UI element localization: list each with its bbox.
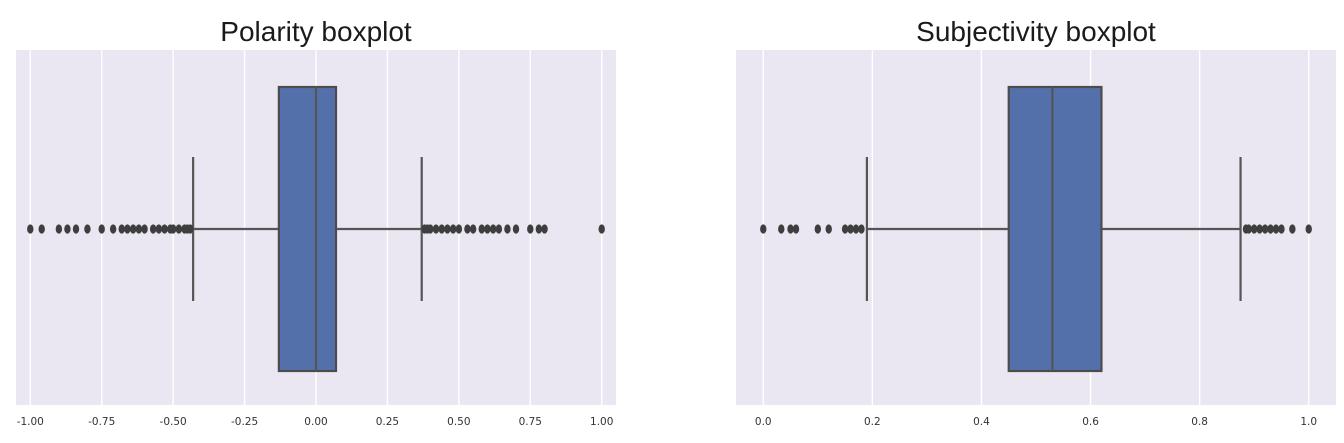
polarity-outlier-point <box>124 224 131 234</box>
polarity-outlier-point <box>98 224 105 234</box>
polarity-outlier-point <box>598 224 605 234</box>
subjectivity-outlier-point <box>814 224 822 234</box>
polarity-outlier-point <box>478 224 485 234</box>
subjectivity-outlier-point <box>1245 224 1252 234</box>
polarity-outlier-point <box>432 224 440 234</box>
polarity-outlier-point <box>64 224 71 234</box>
polarity-outlier-point <box>149 224 157 234</box>
subjectivity-tick-label: 0.4 <box>973 416 990 428</box>
polarity-outlier-point <box>161 224 168 234</box>
subjectivity-outlier-point <box>847 224 854 234</box>
polarity-outlier-point <box>118 224 125 234</box>
polarity-outlier-point <box>541 224 548 234</box>
polarity-title: Polarity boxplot <box>220 16 412 47</box>
subjectivity-outlier-point <box>787 224 794 234</box>
subjectivity-outlier-point <box>841 224 849 234</box>
polarity-outlier-point <box>141 224 148 234</box>
subjectivity-outlier-point <box>858 224 865 234</box>
subjectivity-tick-label: 0.2 <box>864 416 881 428</box>
subjectivity-outlier-point <box>1261 224 1269 234</box>
polarity-boxplot-panel: Polarity boxplot -1.00 -0.75 -0.50 -0.25 0.0… <box>16 16 616 428</box>
polarity-outlier-point <box>155 224 163 234</box>
polarity-tick-label: -0.50 <box>160 416 187 428</box>
polarity-outlier-point <box>535 224 543 234</box>
polarity-tick-label: -0.25 <box>231 416 258 428</box>
subjectivity-outlier-point <box>760 224 767 234</box>
subjectivity-boxplot-panel: Subjectivity boxplot 0.0 0.2 0.4 0.6 0.8 1.0 <box>736 16 1336 428</box>
polarity-outlier-point <box>72 224 80 234</box>
polarity-outlier-point <box>38 224 45 234</box>
polarity-outlier-point <box>438 224 445 234</box>
polarity-tick-label: 0.50 <box>447 416 470 428</box>
subjectivity-iqr-box <box>1007 85 1103 373</box>
polarity-outlier-point <box>504 224 511 234</box>
polarity-outlier-point <box>109 224 117 234</box>
subjectivity-tick-label: 0.0 <box>755 416 772 428</box>
polarity-tick-label: -0.75 <box>88 416 115 428</box>
polarity-outlier-point <box>449 224 457 234</box>
subjectivity-title: Subjectivity boxplot <box>916 16 1156 47</box>
polarity-outlier-point <box>512 224 520 234</box>
polarity-tick-label: 0.00 <box>304 416 327 428</box>
polarity-outlier-point <box>175 224 183 234</box>
polarity-outlier-point <box>455 224 463 234</box>
polarity-outlier-point <box>27 224 34 234</box>
subjectivity-tick-label: 0.6 <box>1082 416 1099 428</box>
polarity-outlier-point <box>427 224 434 234</box>
subjectivity-outlier-point <box>825 224 832 234</box>
polarity-outlier-point <box>169 224 177 234</box>
polarity-outlier-point <box>489 224 497 234</box>
subjectivity-outlier-point <box>1305 224 1312 234</box>
polarity-iqr-box <box>277 85 338 373</box>
polarity-outlier-point <box>187 224 194 234</box>
subjectivity-outlier-point <box>1278 224 1285 234</box>
subjectivity-outlier-point <box>778 224 785 234</box>
polarity-outlier-point <box>464 224 471 234</box>
subjectivity-outlier-point <box>1289 224 1296 234</box>
polarity-outlier-point <box>444 224 451 234</box>
polarity-outlier-point <box>484 224 491 234</box>
subjectivity-outlier-point <box>1256 224 1263 234</box>
subjectivity-tick-label: 1.0 <box>1300 416 1317 428</box>
polarity-tick-label: -1.00 <box>17 416 44 428</box>
polarity-outlier-point <box>135 224 143 234</box>
subjectivity-outlier-point <box>852 224 860 234</box>
subjectivity-outlier-point <box>1267 224 1274 234</box>
polarity-tick-label: 0.75 <box>519 416 542 428</box>
polarity-outlier-point <box>527 224 534 234</box>
subjectivity-outlier-point <box>1250 224 1258 234</box>
polarity-outlier-point <box>129 224 137 234</box>
polarity-outlier-point <box>469 224 477 234</box>
polarity-outlier-point <box>495 224 503 234</box>
polarity-outlier-point <box>84 224 91 234</box>
polarity-tick-label: 1.00 <box>590 416 613 428</box>
subjectivity-tick-label: 0.8 <box>1191 416 1208 428</box>
subjectivity-outlier-point <box>1272 224 1280 234</box>
subjectivity-outlier-point <box>792 224 800 234</box>
polarity-tick-label: 0.25 <box>376 416 399 428</box>
polarity-outlier-point <box>55 224 63 234</box>
